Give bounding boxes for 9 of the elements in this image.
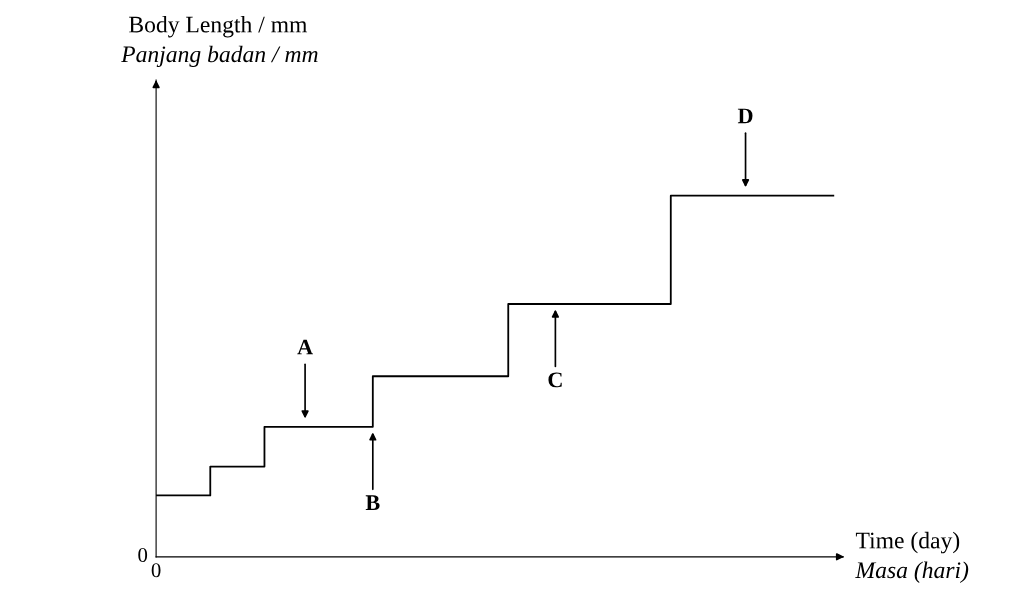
text: 0 bbox=[151, 563, 161, 578]
x-axis-title: Time (day) Masa (hari) bbox=[855, 531, 969, 583]
text: Panjang badan / mm bbox=[121, 45, 318, 68]
annotation: B bbox=[365, 495, 380, 510]
text: Body Length / mm bbox=[129, 15, 308, 38]
text: D bbox=[737, 108, 753, 124]
annotation: A bbox=[297, 339, 313, 355]
text: 0 bbox=[138, 547, 148, 563]
annotation: C bbox=[548, 372, 562, 388]
